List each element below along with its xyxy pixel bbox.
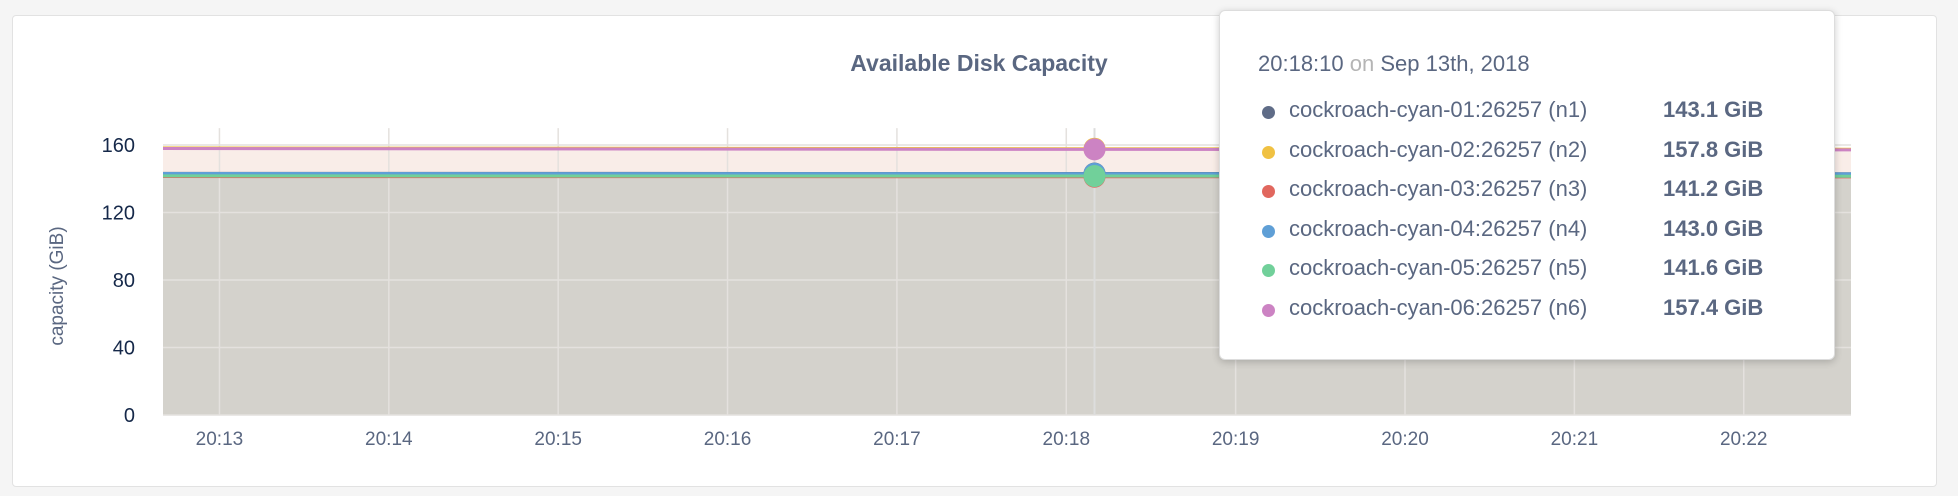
series-name: cockroach-cyan-03:26257 (n3) (1289, 176, 1588, 201)
hover-point (1083, 138, 1106, 161)
tooltip-row: cockroach-cyan-01:26257 (n1) 143.1 GiB (1220, 97, 1834, 127)
series-value: 141.6 GiB (1663, 255, 1764, 280)
x-tick-label: 20:21 (1551, 429, 1599, 450)
x-tick-label: 20:17 (873, 429, 921, 450)
y-tick-label: 40 (113, 338, 135, 360)
x-tick-label: 20:13 (196, 429, 244, 450)
series-dot-icon (1262, 106, 1275, 119)
series-name: cockroach-cyan-02:26257 (n2) (1289, 136, 1588, 162)
y-tick-label: 80 (113, 270, 135, 292)
tooltip-on: on (1349, 51, 1375, 76)
tooltip-row: cockroach-cyan-04:26257 (n4) 143.0 GiB (1220, 216, 1834, 246)
series-name: cockroach-cyan-04:26257 (n4) (1289, 215, 1588, 241)
series-dot-icon (1262, 145, 1275, 159)
series-value: 141.2 GiB (1663, 176, 1764, 201)
x-tick-label: 20:18 (1043, 429, 1091, 450)
x-tick-label: 20:16 (704, 429, 752, 450)
tooltip-time: 20:18:10 (1258, 51, 1344, 76)
hover-point (1083, 165, 1106, 188)
series-value: 143.1 GiB (1663, 97, 1764, 122)
x-tick-label: 20:20 (1381, 429, 1429, 450)
series-dot-icon (1262, 264, 1275, 277)
x-tick-label: 20:22 (1720, 429, 1768, 450)
series-name: cockroach-cyan-05:26257 (n5) (1289, 255, 1588, 280)
hover-tooltip: 20:18:10 on Sep 13th, 2018 cockroach-cya… (1219, 10, 1835, 360)
series-value: 157.4 GiB (1663, 294, 1764, 320)
series-dot-icon (1262, 303, 1275, 317)
series-value: 143.0 GiB (1663, 215, 1764, 241)
series-name: cockroach-cyan-06:26257 (n6) (1289, 294, 1588, 320)
x-tick-label: 20:15 (534, 429, 582, 450)
tooltip-date: Sep 13th, 2018 (1380, 51, 1530, 76)
tooltip-row: cockroach-cyan-06:26257 (n6) 157.4 GiB (1220, 295, 1834, 325)
tooltip-header: 20:18:10 on Sep 13th, 2018 (1258, 51, 1530, 77)
y-tick-label: 0 (124, 405, 135, 427)
series-value: 157.8 GiB (1663, 136, 1764, 162)
series-dot-icon (1262, 224, 1275, 238)
tooltip-row: cockroach-cyan-05:26257 (n5) 141.6 GiB (1220, 255, 1834, 285)
y-tick-label: 160 (102, 135, 135, 157)
x-tick-label: 20:19 (1212, 429, 1260, 450)
x-tick-label: 20:14 (365, 429, 413, 450)
series-name: cockroach-cyan-01:26257 (n1) (1289, 97, 1588, 122)
chart-title: Available Disk Capacity (850, 50, 1108, 76)
series-dot-icon (1262, 185, 1275, 198)
tooltip-row: cockroach-cyan-03:26257 (n3) 141.2 GiB (1220, 176, 1834, 206)
y-tick-label: 120 (102, 203, 135, 225)
tooltip-row: cockroach-cyan-02:26257 (n2) 157.8 GiB (1220, 137, 1834, 167)
y-axis-label: capacity (GiB) (47, 226, 68, 345)
